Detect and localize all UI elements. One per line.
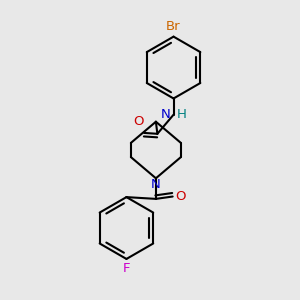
Text: O: O: [133, 115, 143, 128]
Text: H: H: [177, 108, 187, 121]
Text: O: O: [176, 190, 186, 203]
Text: F: F: [123, 262, 130, 275]
Text: N: N: [160, 108, 170, 121]
Text: N: N: [151, 178, 161, 191]
Text: Br: Br: [166, 20, 181, 33]
